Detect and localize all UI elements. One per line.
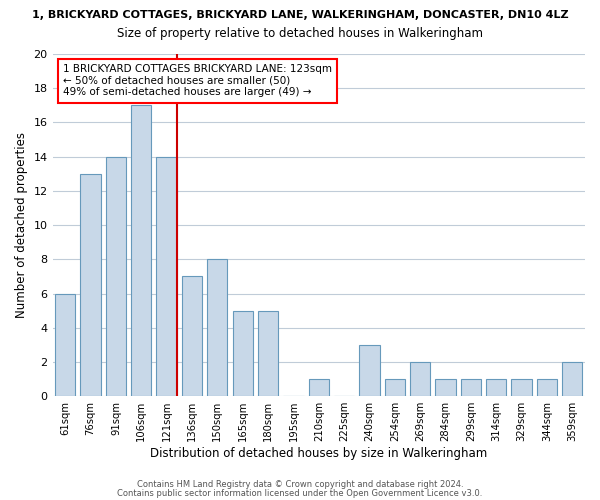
Bar xyxy=(80,174,101,396)
Bar xyxy=(562,362,583,396)
Bar xyxy=(157,156,177,396)
Bar xyxy=(461,379,481,396)
Bar xyxy=(537,379,557,396)
Text: Size of property relative to detached houses in Walkeringham: Size of property relative to detached ho… xyxy=(117,28,483,40)
Bar xyxy=(359,345,380,396)
Bar xyxy=(233,310,253,396)
Text: Contains HM Land Registry data © Crown copyright and database right 2024.: Contains HM Land Registry data © Crown c… xyxy=(137,480,463,489)
Bar xyxy=(385,379,405,396)
Bar xyxy=(55,294,76,396)
Y-axis label: Number of detached properties: Number of detached properties xyxy=(15,132,28,318)
Bar xyxy=(410,362,430,396)
Bar xyxy=(106,156,126,396)
X-axis label: Distribution of detached houses by size in Walkeringham: Distribution of detached houses by size … xyxy=(150,447,487,460)
Text: Contains public sector information licensed under the Open Government Licence v3: Contains public sector information licen… xyxy=(118,489,482,498)
Bar xyxy=(486,379,506,396)
Text: 1 BRICKYARD COTTAGES BRICKYARD LANE: 123sqm
← 50% of detached houses are smaller: 1 BRICKYARD COTTAGES BRICKYARD LANE: 123… xyxy=(63,64,332,98)
Bar xyxy=(511,379,532,396)
Bar xyxy=(436,379,455,396)
Bar xyxy=(308,379,329,396)
Bar xyxy=(182,276,202,396)
Bar xyxy=(258,310,278,396)
Bar xyxy=(207,260,227,396)
Text: 1, BRICKYARD COTTAGES, BRICKYARD LANE, WALKERINGHAM, DONCASTER, DN10 4LZ: 1, BRICKYARD COTTAGES, BRICKYARD LANE, W… xyxy=(32,10,568,20)
Bar xyxy=(131,106,151,396)
